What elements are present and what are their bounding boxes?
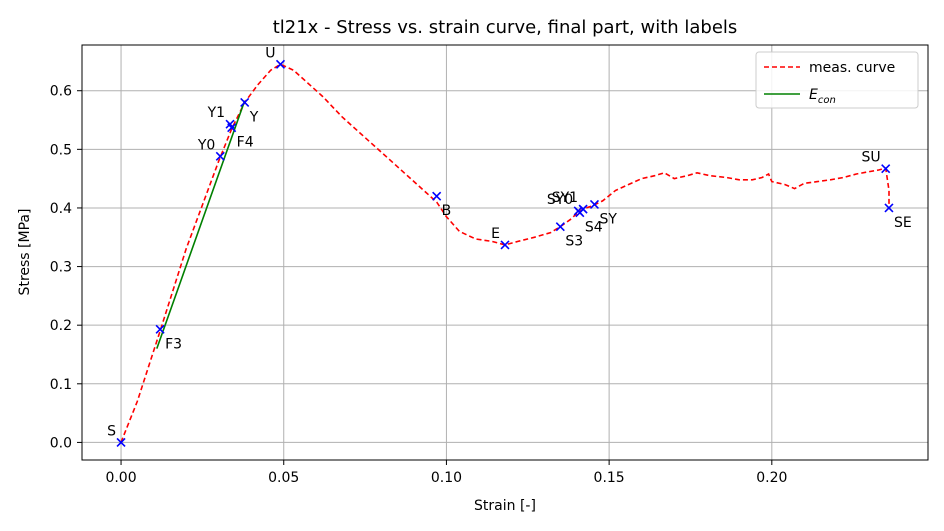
point-label-sy0: SY0 <box>547 192 573 208</box>
point-marker-f3 <box>155 324 165 334</box>
legend-econ-label: Econ <box>809 87 836 106</box>
point-label-s3: S3 <box>565 234 583 250</box>
grid <box>82 45 928 460</box>
tick-layer: 0.00 0.05 0.10 0.15 0.20 0.0 0.1 0.2 0.3 0.4 0.5 0.… <box>50 84 788 486</box>
y-tick-label: 0.6 <box>50 84 72 100</box>
legend-meas-curve-label: meas. curve <box>809 60 895 76</box>
point-marker-s4 <box>575 208 585 218</box>
point-label-y0: Y0 <box>197 137 215 153</box>
legend-econ-letter: E <box>809 87 818 103</box>
y-tick-label: 0.2 <box>50 318 72 334</box>
legend: meas. curve Econ <box>755 51 919 109</box>
point-label-e: E <box>491 226 500 242</box>
point-marker-s3 <box>555 222 565 232</box>
y-axis-label: Stress [MPa] <box>17 209 33 296</box>
point-label-f4: F4 <box>237 135 254 151</box>
y-tick-label: 0.3 <box>50 260 72 276</box>
x-tick-label: 0.15 <box>594 470 625 486</box>
y-tick-label: 0.0 <box>50 435 72 451</box>
x-tick-label: 0.00 <box>105 470 136 486</box>
point-marker-f4 <box>227 123 237 133</box>
point-label-su: SU <box>862 150 881 166</box>
chart-title: tl21x - Stress vs. strain curve, final p… <box>273 17 738 38</box>
point-marker-y <box>240 97 250 108</box>
point-marker-b <box>432 191 442 201</box>
x-tick-label: 0.05 <box>268 470 299 486</box>
point-label-s: S <box>107 423 116 439</box>
x-tick-label: 0.10 <box>431 470 462 486</box>
y-tick-label: 0.5 <box>50 142 72 158</box>
point-marker-s <box>116 437 126 447</box>
plot-frame <box>81 44 929 461</box>
point-label-f3: F3 <box>165 336 182 352</box>
point-marker-se <box>884 203 894 213</box>
point-label-y: Y <box>249 109 259 125</box>
point-marker-y0 <box>215 151 225 161</box>
econ-line <box>156 100 246 349</box>
point-label-se: SE <box>894 215 912 231</box>
point-label-s4: S4 <box>585 220 603 236</box>
point-label-sy: SY <box>599 211 617 227</box>
point-label-y1: Y1 <box>207 105 225 121</box>
point-label-u: U <box>265 45 275 61</box>
x-axis-label: Strain [-] <box>474 498 536 514</box>
point-marker-su <box>881 164 891 174</box>
point-label-b: B <box>442 203 452 219</box>
point-marker-u <box>275 59 286 69</box>
point-label-sy1: SY1 <box>552 190 578 206</box>
series-layer <box>120 63 890 443</box>
point-marker-sy <box>589 199 600 210</box>
y-tick-label: 0.4 <box>50 201 72 217</box>
point-marker-e <box>500 240 510 250</box>
x-tick-label: 0.20 <box>756 470 787 486</box>
legend-econ-subscript: con <box>818 95 836 106</box>
y-tick-label: 0.1 <box>50 377 72 393</box>
meas-curve-line <box>120 63 890 443</box>
